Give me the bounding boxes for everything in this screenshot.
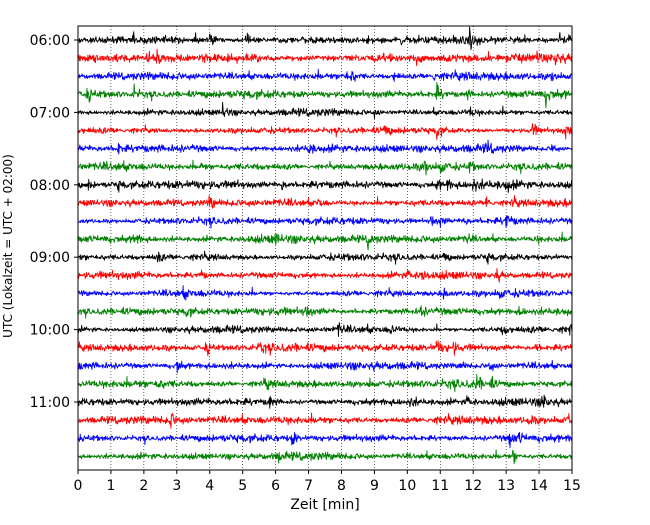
seismogram-traces (77, 26, 573, 465)
x-tick-label: 8 (337, 478, 346, 494)
trace-1100 (77, 394, 573, 409)
trace-0600 (77, 26, 573, 51)
trace-0900 (77, 250, 573, 265)
x-tick-label: 4 (205, 478, 214, 494)
x-tick-label: 7 (304, 478, 313, 494)
trace-0645 (77, 82, 573, 109)
y-tick-label: 09:00 (30, 250, 70, 266)
y-tick-label: 11:00 (30, 395, 70, 411)
trace-1145 (77, 449, 573, 465)
trace-0845 (77, 231, 573, 251)
trace-0730 (77, 139, 573, 155)
trace-0930 (77, 285, 573, 301)
x-tick-label: 2 (139, 478, 148, 494)
trace-0815 (77, 195, 573, 209)
trace-1030 (77, 359, 573, 374)
y-axis-label: UTC (Lokalzeit = UTC + 02:00) (1, 154, 15, 338)
y-tick-label: 10:00 (30, 323, 70, 339)
trace-0745 (77, 159, 573, 176)
x-tick-label: 0 (74, 478, 83, 494)
x-axis-label: Zeit [min] (290, 497, 359, 513)
x-axis-ticks: 0 1 2 3 4 5 6 7 8 9 10 11 12 13 14 15 (74, 470, 581, 494)
vertical-gridlines (110, 26, 540, 470)
trace-0830 (77, 215, 573, 229)
x-tick-label: 10 (398, 478, 416, 494)
x-tick-label: 9 (370, 478, 379, 494)
x-tick-label: 3 (172, 478, 181, 494)
trace-1015 (77, 340, 573, 357)
trace-0615 (77, 48, 573, 67)
x-tick-label: 12 (464, 478, 482, 494)
trace-0630 (77, 68, 573, 82)
trace-1130 (77, 431, 573, 449)
y-tick-label: 08:00 (30, 178, 70, 194)
x-tick-label: 13 (497, 478, 515, 494)
y-tick-label: 07:00 (30, 105, 70, 121)
plot-frame (77, 25, 573, 471)
y-axis-ticks: 06:00 07:00 08:00 09:00 10:00 11:00 (30, 33, 78, 411)
trace-0915 (77, 267, 573, 283)
trace-0700 (77, 101, 573, 120)
trace-1045 (77, 373, 573, 393)
y-tick-label: 06:00 (30, 33, 70, 49)
x-tick-label: 15 (563, 478, 581, 494)
trace-1115 (77, 412, 573, 429)
trace-0800 (77, 178, 573, 193)
x-tick-label: 6 (271, 478, 280, 494)
trace-1000 (77, 322, 573, 337)
x-tick-label: 5 (238, 478, 247, 494)
trace-0945 (77, 305, 573, 319)
x-tick-label: 11 (431, 478, 449, 494)
trace-0715 (77, 123, 573, 140)
x-tick-label: 1 (106, 478, 115, 494)
x-tick-label: 14 (530, 478, 548, 494)
